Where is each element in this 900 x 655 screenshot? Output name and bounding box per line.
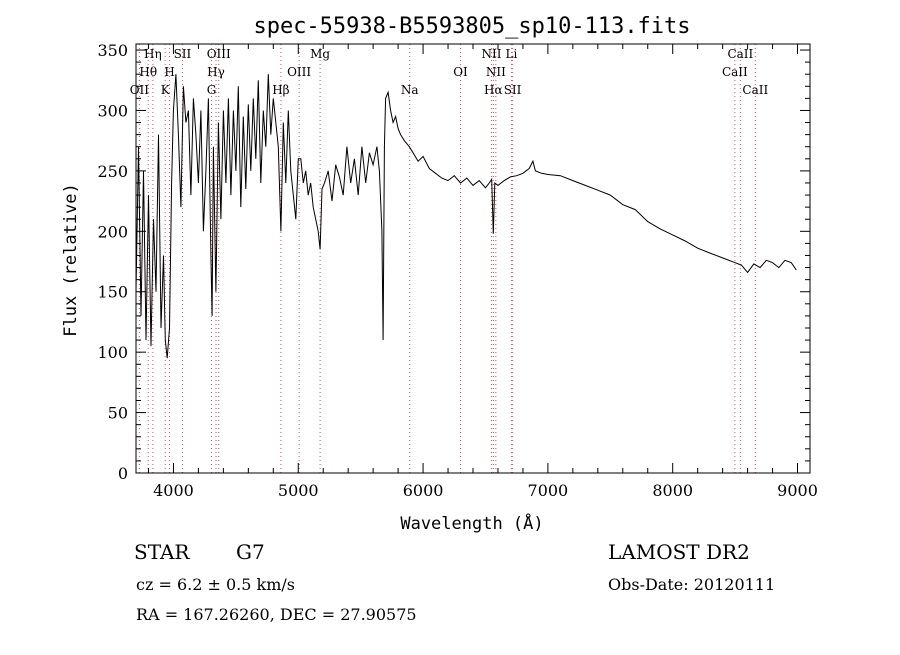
y-axis-label: Flux (relative) (61, 183, 81, 337)
y-tick-label: 350 (97, 41, 128, 60)
observation-date: Obs-Date: 20120111 (608, 575, 775, 594)
line-label: CaII (742, 83, 768, 97)
redshift-text: cz = 6.2 ± 0.5 km/s (136, 575, 295, 594)
line-label: OIII (287, 65, 311, 79)
line-label: SII (174, 47, 192, 61)
y-tick-label: 300 (97, 101, 128, 120)
line-label: Hα (484, 83, 503, 97)
spectral-line-labels: OIIHθHηKHSIIGHγOIIIHβOIIIMgNaOINIIHαNIIL… (130, 47, 769, 97)
line-label: OI (453, 65, 468, 79)
line-label: Mg (310, 47, 330, 61)
y-axis: 0 50 100 150 200 250 300 350 (97, 41, 810, 483)
y-tick-label: 200 (97, 222, 128, 241)
x-tick-label: 5000 (278, 481, 319, 500)
x-axis-label: Wavelength (Å) (400, 512, 543, 534)
line-label: Hθ (139, 65, 157, 79)
object-subclass: G7 (236, 540, 265, 564)
y-tick-label: 100 (97, 343, 128, 362)
line-label: OIII (207, 47, 231, 61)
line-label: NII (486, 65, 506, 79)
line-label: Hβ (272, 83, 289, 97)
line-label: Hγ (207, 65, 225, 79)
line-label: OII (130, 83, 150, 97)
y-tick-label: 150 (97, 283, 128, 302)
x-tick-label: 4000 (153, 481, 194, 500)
line-label: Na (401, 83, 419, 97)
line-label: Li (506, 47, 518, 61)
coordinates-text: RA = 167.26260, DEC = 27.90575 (136, 605, 417, 624)
plot-frame (135, 43, 811, 474)
line-label: SII (504, 83, 522, 97)
survey-name: LAMOST DR2 (608, 540, 750, 564)
line-label: K (161, 83, 171, 97)
spectral-line-markers (138, 44, 756, 473)
chart-title: spec-55938-B5593805_sp10-113.fits (253, 14, 690, 39)
y-tick-label: 0 (118, 464, 128, 483)
x-tick-label: 9000 (777, 481, 818, 500)
y-tick-label: 50 (108, 404, 128, 423)
line-label: NII (481, 47, 501, 61)
line-label: CaII (722, 65, 748, 79)
y-tick-label: 250 (97, 162, 128, 181)
x-tick-label: 6000 (403, 481, 444, 500)
line-label: CaII (727, 47, 753, 61)
x-tick-label: 7000 (528, 481, 569, 500)
spectrum-line (135, 74, 797, 359)
line-label: G (207, 83, 217, 97)
object-class: STAR (134, 540, 190, 564)
line-label: H (164, 65, 174, 79)
x-tick-label: 8000 (652, 481, 693, 500)
line-label: Hη (144, 47, 162, 61)
x-axis: 4000 5000 6000 7000 8000 9000 (147, 44, 818, 500)
